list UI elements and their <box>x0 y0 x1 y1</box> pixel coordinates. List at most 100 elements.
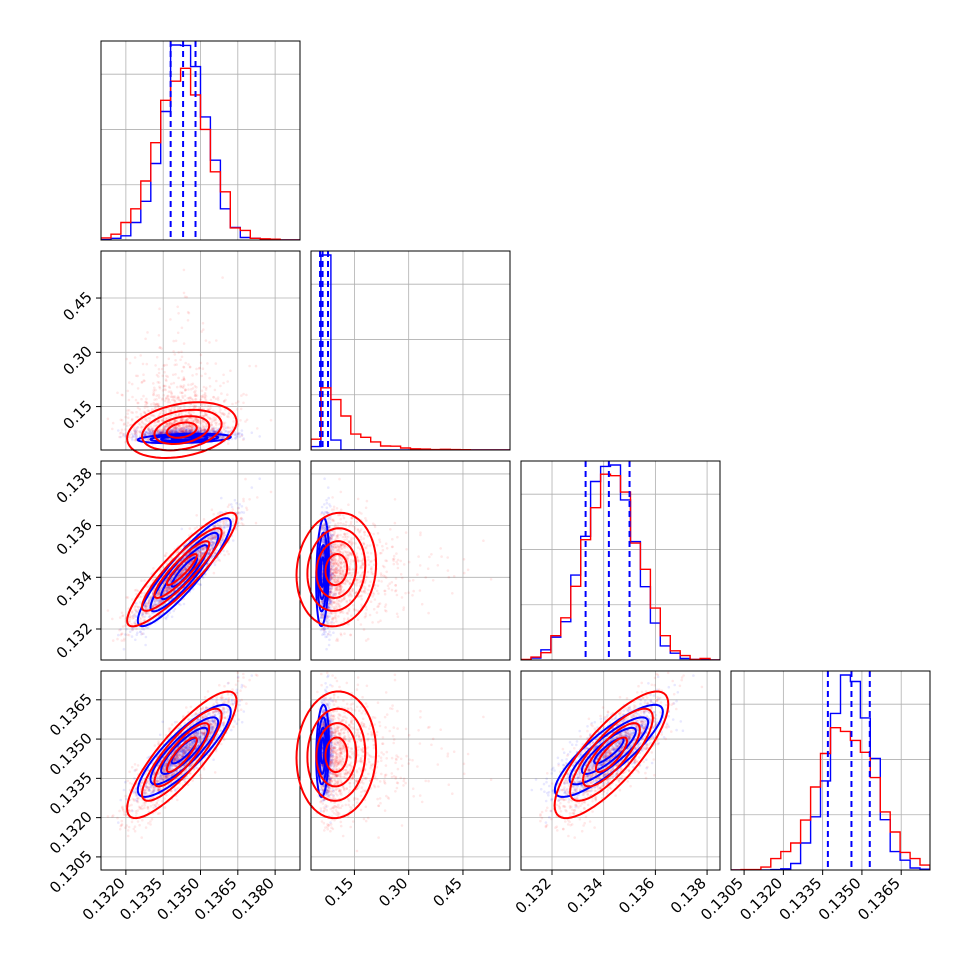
scatter-point <box>190 429 194 432</box>
scatter-point <box>135 592 138 596</box>
scatter-point <box>142 422 146 426</box>
scatter-point <box>157 334 161 337</box>
scatter-point <box>199 553 202 556</box>
scatter-point <box>178 407 182 411</box>
scatter-point <box>194 404 197 408</box>
scatter-point <box>164 384 167 388</box>
scatter-point <box>170 429 173 433</box>
scatter-point <box>199 421 203 424</box>
scatter-point <box>151 431 154 435</box>
scatter-point <box>214 429 218 433</box>
scatter-point <box>117 633 120 637</box>
scatter-point <box>158 589 162 593</box>
scatter-point <box>240 517 243 520</box>
scatter-point <box>132 626 135 630</box>
scatter-point <box>158 432 162 435</box>
scatter-point <box>189 425 193 429</box>
scatter-point <box>181 569 185 573</box>
scatter-point <box>177 424 181 427</box>
scatter-point <box>165 587 168 591</box>
contour-series-1 <box>140 408 223 452</box>
scatter-point <box>212 554 215 557</box>
scatter-point <box>156 431 160 434</box>
scatter-point <box>216 398 220 401</box>
scatter-point <box>167 585 170 589</box>
scatter-point <box>179 573 182 576</box>
scatter-point <box>157 405 160 408</box>
scatter-point <box>144 611 148 615</box>
scatter-point <box>206 537 210 541</box>
scatter-point <box>154 600 157 604</box>
scatter-point <box>154 403 157 406</box>
scatter-point <box>195 418 198 422</box>
scatter-point <box>159 569 162 572</box>
scatter-point <box>172 609 175 613</box>
scatter-point <box>162 384 166 388</box>
scatter-point <box>161 398 164 401</box>
scatter-point <box>170 392 173 396</box>
scatter-point <box>128 131 131 134</box>
scatter-point <box>208 549 211 552</box>
scatter-point <box>208 548 212 552</box>
scatter-point <box>153 398 156 402</box>
scatter-point <box>165 379 168 383</box>
scatter-point <box>177 574 180 578</box>
scatter-point <box>149 432 152 435</box>
scatter-point <box>177 428 181 432</box>
scatter-point <box>181 429 185 433</box>
scatter-point <box>175 429 179 433</box>
scatter-point <box>235 408 239 411</box>
scatter-point <box>181 378 184 382</box>
scatter-point <box>214 416 218 420</box>
scatter-point <box>141 611 144 614</box>
scatter-point <box>203 427 207 431</box>
scatter-point <box>195 514 198 517</box>
scatter-point <box>139 426 143 429</box>
scatter-point <box>177 428 181 432</box>
scatter-point <box>183 405 186 408</box>
scatter-point <box>144 400 147 404</box>
scatter-point <box>210 540 214 544</box>
scatter-point <box>167 421 171 424</box>
scatter-point <box>130 382 134 386</box>
scatter-point <box>147 601 150 605</box>
scatter-point <box>223 523 226 526</box>
scatter-point <box>169 408 173 412</box>
scatter-point <box>215 423 218 427</box>
scatter-point <box>242 497 245 501</box>
scatter-point <box>145 604 148 608</box>
scatter-point <box>184 567 187 571</box>
scatter-point <box>203 403 207 407</box>
scatter-point <box>212 542 215 546</box>
panel-frame <box>100 250 301 451</box>
scatter-point <box>135 615 138 618</box>
scatter-point <box>166 394 170 398</box>
scatter-point <box>254 364 258 368</box>
scatter-point <box>128 615 131 619</box>
scatter-point <box>146 437 149 441</box>
scatter-point <box>167 398 170 402</box>
scatter-point <box>182 291 186 295</box>
scatter-point <box>149 428 153 432</box>
scatter-point <box>135 633 139 637</box>
scatter-point <box>159 589 162 592</box>
scatter-point <box>111 639 115 642</box>
scatter-point <box>142 394 145 398</box>
scatter-point <box>162 426 165 430</box>
scatter-point <box>182 568 186 572</box>
scatter-point <box>213 563 217 567</box>
scatter-point <box>211 429 215 432</box>
scatter-point <box>209 429 213 432</box>
scatter-point <box>231 517 234 521</box>
contour-series-1 <box>153 415 211 445</box>
scatter-point <box>167 390 171 394</box>
scatter-point <box>187 412 191 416</box>
scatter-point <box>227 412 230 416</box>
scatter-point <box>179 431 183 434</box>
contour-series-1 <box>165 421 198 439</box>
scatter-point <box>198 550 201 554</box>
scatter-point <box>165 588 168 591</box>
scatter-point <box>200 374 203 378</box>
scatter-point <box>191 382 195 386</box>
scatter-point <box>184 388 187 392</box>
